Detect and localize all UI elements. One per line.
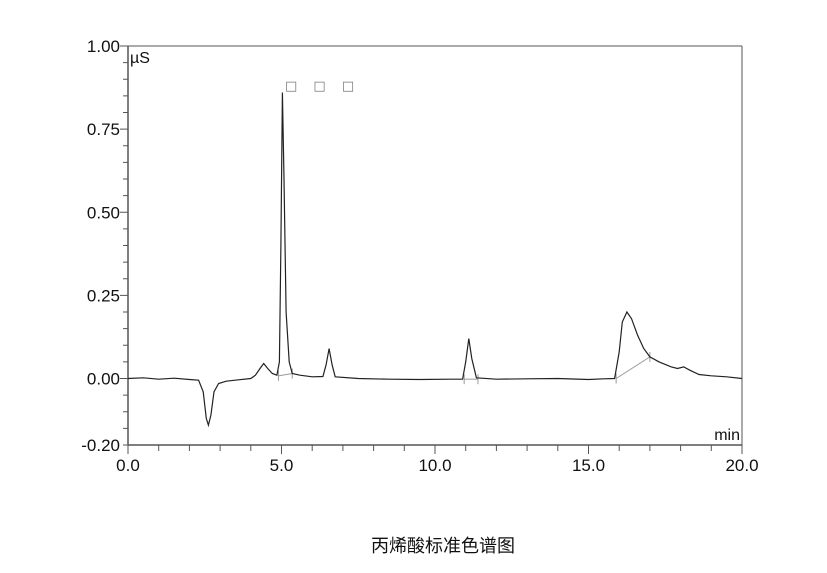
x-axis-unit: min [714, 427, 740, 444]
x-tick-label: 10.0 [418, 456, 451, 475]
y-axis-unit: µS [130, 50, 150, 67]
x-tick-label: 0.0 [116, 456, 140, 475]
integration-baseline [615, 356, 651, 379]
y-tick-label: 0.00 [87, 370, 120, 389]
chromatogram-trace [127, 92, 743, 428]
integration-baselines [277, 351, 651, 385]
x-tick-label: 5.0 [270, 456, 294, 475]
y-tick-label: 1.00 [87, 37, 120, 56]
ticks: 1.00 0.75 0.50 0.25 0.00 -0.200.0 5.0 10.0 15.0 2… [81, 37, 758, 475]
x-tick-label: 20.0 [725, 456, 758, 475]
y-tick-label: 0.75 [87, 120, 120, 139]
chart-title: 丙烯酸标准色谱图 [371, 536, 515, 557]
peak-label: □ □ □ [285, 79, 360, 94]
y-tick-label: 0.25 [87, 286, 120, 305]
x-tick-label: 15.0 [572, 456, 605, 475]
axes [127, 45, 743, 446]
y-tick-label: -0.20 [81, 436, 120, 455]
y-tick-label: 0.50 [87, 203, 120, 222]
integration-baseline [278, 373, 293, 377]
